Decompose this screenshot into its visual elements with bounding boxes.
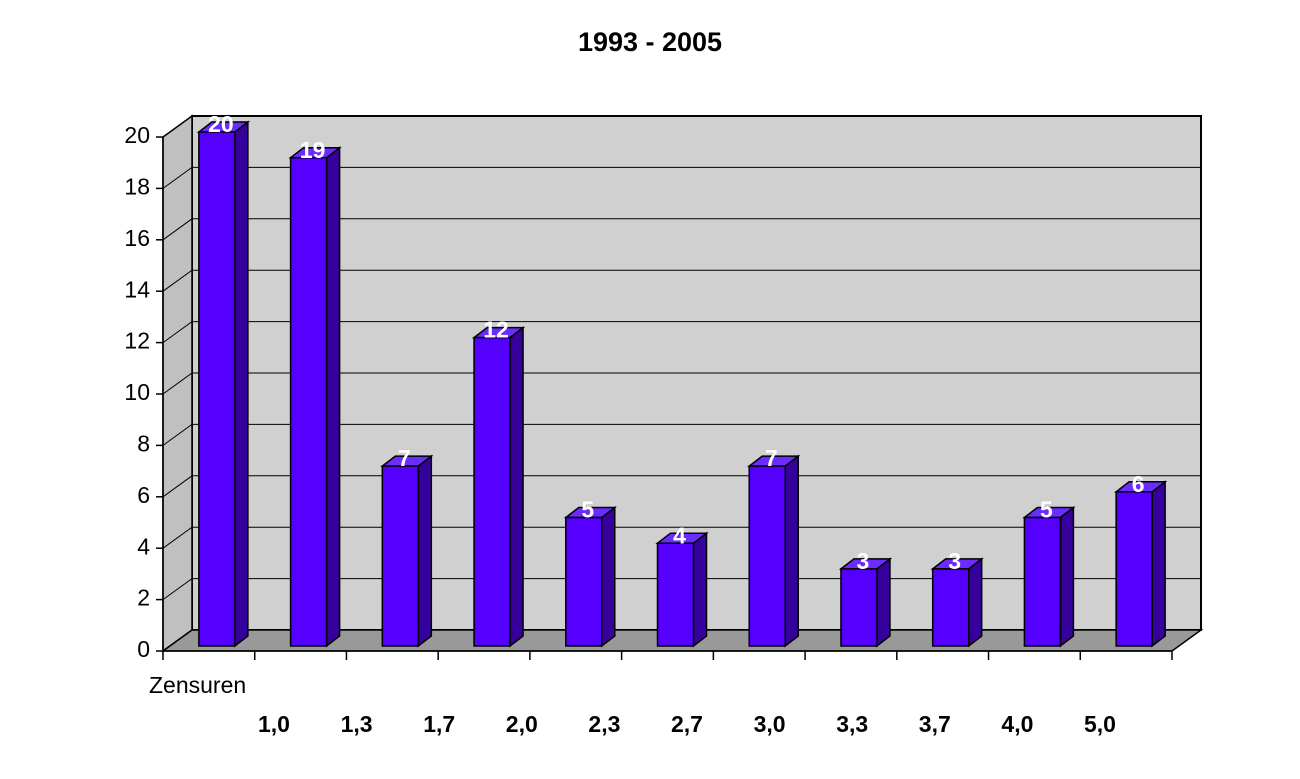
bar: [289, 156, 328, 647]
data-label: 4: [673, 522, 686, 548]
data-label: 20: [208, 111, 234, 137]
bar-side: [234, 120, 249, 648]
x-tick-label: 4,0: [1001, 711, 1033, 737]
bar: [1115, 491, 1153, 647]
grid-line: [162, 269, 1201, 292]
x-tick-label: 2,3: [588, 711, 620, 737]
bar-side: [784, 454, 799, 648]
y-tick-label: 20: [124, 122, 150, 148]
x-axis-label: Zensuren: [149, 672, 246, 698]
grid-line: [162, 166, 1201, 189]
bar-side: [601, 505, 616, 648]
y-tick-label: 12: [124, 328, 150, 354]
data-label: 7: [765, 445, 778, 471]
grid-line: [162, 115, 1201, 138]
bar-side: [967, 557, 983, 648]
chart-title: 1993 - 2005: [578, 27, 722, 57]
bar: [931, 568, 970, 647]
y-tick-label: 8: [137, 430, 150, 456]
x-tick-label: 1,0: [258, 711, 290, 737]
data-label: 3: [948, 548, 961, 574]
bar-side: [692, 531, 708, 648]
data-label: 7: [398, 445, 411, 471]
y-tick-label: 10: [124, 379, 150, 405]
grid-line: [162, 475, 1201, 498]
data-label: 5: [581, 497, 594, 523]
x-tick-label: 3,3: [836, 711, 868, 737]
x-tick-label: 2,0: [506, 711, 538, 737]
bar: [473, 336, 511, 647]
y-tick-label: 2: [137, 585, 150, 611]
bar-side: [325, 146, 341, 648]
bar: [565, 516, 603, 647]
bar-side: [417, 454, 433, 648]
bar-side: [1059, 505, 1075, 648]
y-tick-label: 0: [137, 636, 150, 662]
data-label: 5: [1040, 497, 1053, 523]
bar: [656, 542, 695, 647]
bar-side: [876, 557, 891, 648]
y-tick-label: 18: [124, 173, 150, 199]
y-tick-label: 16: [124, 225, 150, 251]
grid-line: [162, 321, 1201, 344]
x-tick-label: 1,7: [423, 711, 455, 737]
bar-side: [1151, 480, 1166, 648]
bar: [381, 465, 420, 647]
data-label: 19: [300, 137, 326, 163]
x-tick-label: 3,0: [754, 711, 786, 737]
y-tick-label: 4: [137, 533, 150, 559]
bar: [198, 131, 236, 647]
grid-line: [162, 526, 1201, 549]
data-label: 6: [1132, 471, 1145, 497]
y-tick-label: 6: [137, 482, 150, 508]
data-label: 3: [857, 548, 870, 574]
x-tick-label: 3,7: [919, 711, 951, 737]
x-tick-label: 2,7: [671, 711, 703, 737]
y-tick-label: 14: [124, 276, 150, 302]
bar: [840, 568, 878, 647]
bar-side: [509, 326, 524, 648]
bar: [748, 465, 786, 647]
grid-line: [162, 423, 1201, 446]
x-tick-label: 5,0: [1084, 711, 1116, 737]
bar: [1023, 516, 1062, 647]
grid-line: [162, 372, 1201, 395]
x-tick-label: 1,3: [341, 711, 373, 737]
grid-line: [162, 218, 1201, 241]
data-label: 12: [483, 317, 509, 343]
